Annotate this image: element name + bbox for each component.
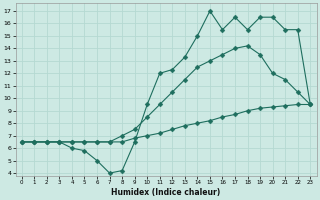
X-axis label: Humidex (Indice chaleur): Humidex (Indice chaleur) bbox=[111, 188, 221, 197]
